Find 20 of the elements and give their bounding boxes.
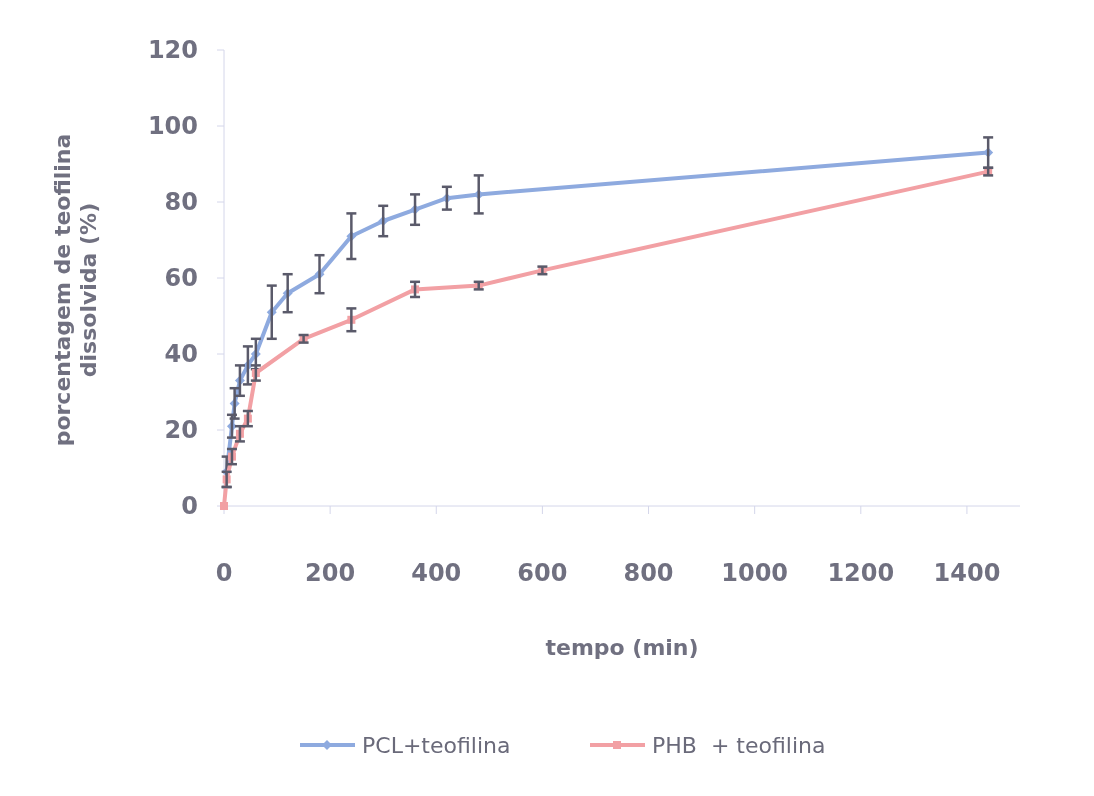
y-tick-label: 80 bbox=[164, 188, 198, 217]
point bbox=[220, 502, 228, 510]
y-tick-label: 120 bbox=[147, 36, 198, 65]
y-tick-label: 40 bbox=[164, 340, 198, 369]
y-tick-label: 20 bbox=[164, 416, 198, 445]
x-tick-label: 0 bbox=[215, 559, 233, 587]
x-tick-label: 600 bbox=[517, 559, 568, 587]
x-tick-label: 1200 bbox=[827, 559, 895, 587]
x-tick-label: 1000 bbox=[721, 559, 789, 587]
y-tick-label: 100 bbox=[147, 112, 198, 141]
legend-label: PHB + teofilina bbox=[652, 732, 826, 758]
x-tick-label: 200 bbox=[305, 559, 356, 587]
y-tick-label: 60 bbox=[164, 264, 198, 293]
x-tick-label: 800 bbox=[623, 559, 674, 587]
y-tick-label: 0 bbox=[181, 492, 198, 521]
x-axis-title: tempo (min) bbox=[545, 635, 699, 660]
x-tick-label: 1400 bbox=[933, 559, 1001, 587]
legend-label: PCL+teofilina bbox=[362, 732, 511, 758]
y-axis-title: porcentagem de teofilina dissolvida (%) bbox=[50, 133, 102, 447]
x-tick-label: 400 bbox=[411, 559, 462, 587]
